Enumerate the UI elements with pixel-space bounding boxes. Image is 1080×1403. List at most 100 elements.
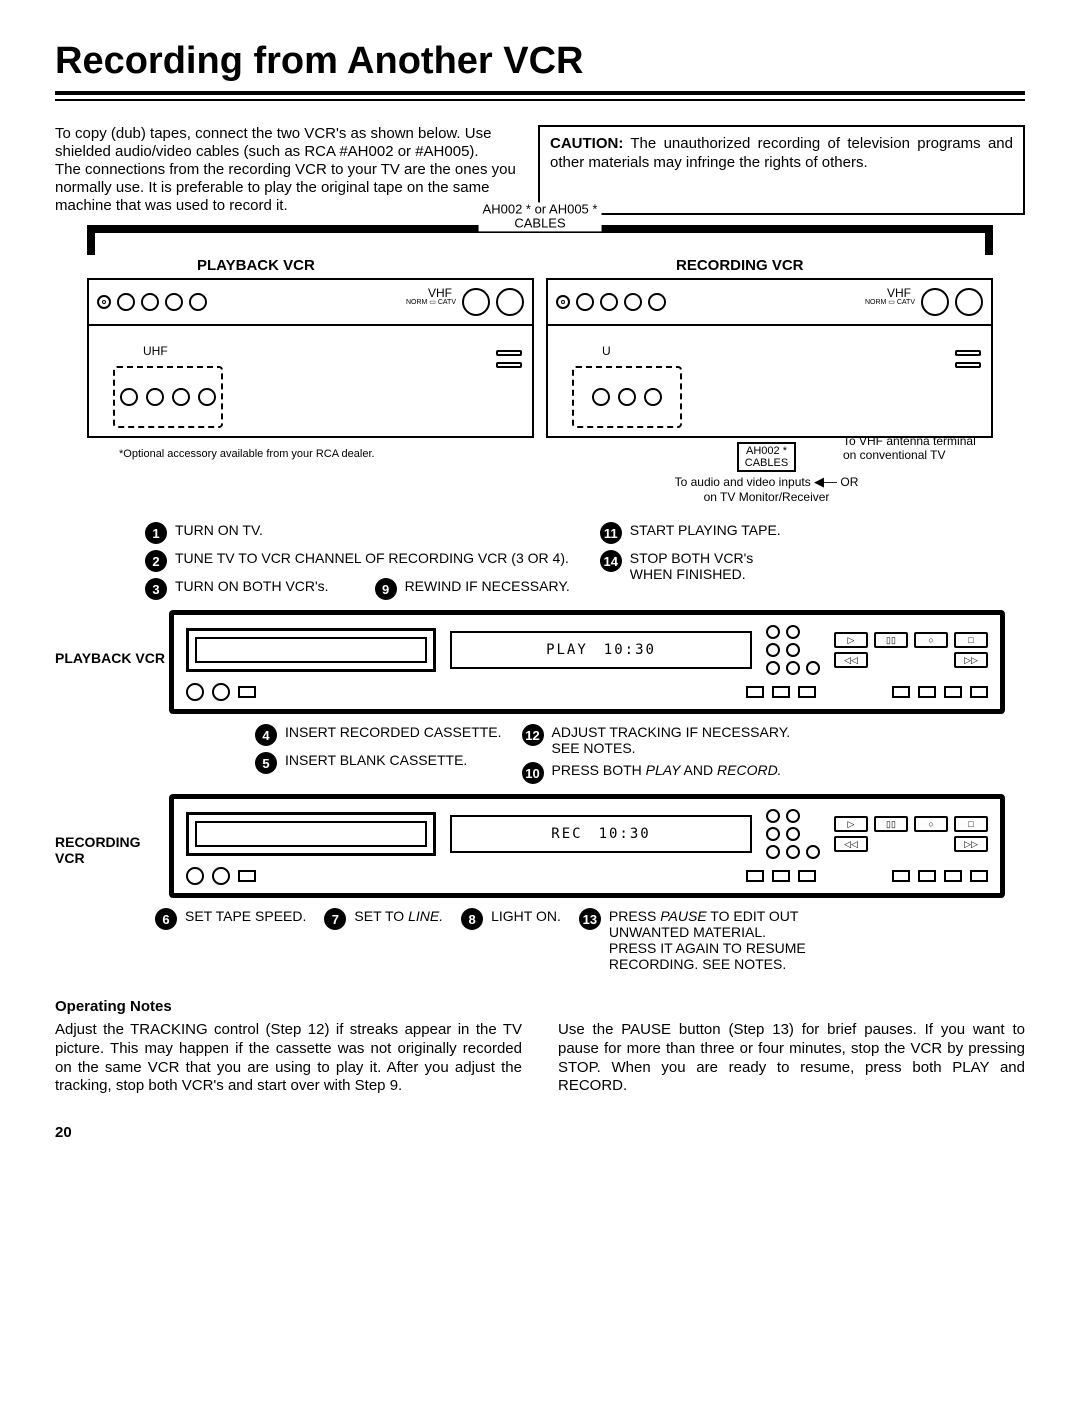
rear-bottom-labels: AH002 * CABLES To VHF antenna terminal o… xyxy=(540,442,993,504)
audio-jack-icon xyxy=(624,293,642,311)
knob-icon xyxy=(786,643,800,657)
screw-icon xyxy=(556,295,570,309)
vhf-out-jack-icon xyxy=(496,288,524,316)
step-badge-5: 5 xyxy=(255,752,277,774)
to-vhf-a: To VHF antenna terminal xyxy=(843,434,976,448)
ah002-text: AH002 * xyxy=(746,445,787,457)
switch-icon xyxy=(746,870,764,882)
recording-side-label: RECORDING VCR xyxy=(55,794,165,866)
transport-buttons: ▷ ▯▯ ○ □ ◁◁ ▷▷ xyxy=(834,632,988,668)
step-12a: ADJUST TRACKING IF NECESSARY. xyxy=(552,724,791,740)
pause-button-icon: ▯▯ xyxy=(874,632,908,648)
intro-p1: To copy (dub) tapes, connect the two VCR… xyxy=(55,125,518,161)
vcr-display: PLAY 10:30 xyxy=(450,631,752,669)
cables-text: CABLES xyxy=(745,457,788,469)
operating-notes: Adjust the TRACKING control (Step 12) if… xyxy=(55,1021,1025,1096)
vent-slots xyxy=(496,350,522,368)
knob-icon xyxy=(766,661,780,675)
screw-icon xyxy=(97,295,111,309)
title-rule xyxy=(55,91,1025,101)
step-12-text: ADJUST TRACKING IF NECESSARY. SEE NOTES. xyxy=(552,724,791,756)
stop-button-icon: □ xyxy=(954,816,988,832)
ah002-callout: AH002 * CABLES xyxy=(737,442,796,472)
cassette-slot xyxy=(186,628,436,672)
step-8-text: LIGHT ON. xyxy=(491,908,561,924)
vhf-label: VHF xyxy=(887,286,911,300)
knob-icon xyxy=(786,625,800,639)
vhf-in-jack-icon xyxy=(921,288,949,316)
bottom-strip xyxy=(186,867,988,885)
step-2-text: TUNE TV TO VCR CHANNEL OF RECORDING VCR … xyxy=(175,550,569,566)
step-9-text: REWIND IF NECESSARY. xyxy=(405,578,570,594)
rear-diagram: AH002 * or AH005 * CABLES PLAYBACK VCR N… xyxy=(87,225,993,504)
step-10a: PRESS BOTH xyxy=(552,762,646,778)
step-13: 13 PRESS PAUSE TO EDIT OUT UNWANTED MATE… xyxy=(579,908,879,972)
step-2: 2TUNE TV TO VCR CHANNEL OF RECORDING VCR… xyxy=(145,550,570,572)
recording-vcr-back: NORM ▭ CATV VHF U xyxy=(546,278,993,438)
page-title: Recording from Another VCR xyxy=(55,40,1025,83)
operating-notes-title: Operating Notes xyxy=(55,998,1025,1015)
notes-right: Use the PAUSE button (Step 13) for brief… xyxy=(558,1021,1025,1096)
inter-steps: 4INSERT RECORDED CASSETTE. 5INSERT BLANK… xyxy=(255,724,1015,784)
knob-icon xyxy=(786,661,800,675)
step-8: 8LIGHT ON. xyxy=(461,908,561,930)
knob-icon xyxy=(786,845,800,859)
step-badge-14: 14 xyxy=(600,550,622,572)
switch-icon xyxy=(970,686,988,698)
recording-rear-panel: RECORDING VCR NORM ▭ CATV VHF U xyxy=(546,255,993,438)
audio-jack-icon xyxy=(600,293,618,311)
power-knob-icon xyxy=(186,683,204,701)
caution-box: CAUTION: The unauthorized recording of t… xyxy=(538,125,1025,215)
recording-front-block: RECORDING VCR REC 10:30 xyxy=(55,794,1005,898)
knob-icon xyxy=(786,827,800,841)
step-10-text: PRESS BOTH PLAY AND RECORD. xyxy=(552,762,782,778)
cables-word: CABLES xyxy=(514,216,565,231)
playback-vcr-back: NORM ▭ CATV VHF UHF xyxy=(87,278,534,438)
step-14: 14 STOP BOTH VCR's WHEN FINISHED. xyxy=(600,550,781,582)
bottom-strip xyxy=(186,683,988,701)
rec-button-icon: ○ xyxy=(914,816,948,832)
rew-button-icon: ◁◁ xyxy=(834,836,868,852)
video-jack-icon xyxy=(648,293,666,311)
step-7-text: SET TO LINE. xyxy=(354,908,443,924)
switch-icon xyxy=(918,870,936,882)
step-14a: STOP BOTH VCR's xyxy=(630,550,754,566)
knob-icon xyxy=(806,845,820,859)
cassette-slot xyxy=(186,812,436,856)
step-3-text: TURN ON BOTH VCR's. xyxy=(175,578,329,594)
step-4: 4INSERT RECORDED CASSETTE. xyxy=(255,724,502,746)
step-11: 11START PLAYING TAPE. xyxy=(600,522,781,544)
step-4-text: INSERT RECORDED CASSETTE. xyxy=(285,724,502,740)
cable-top-label: AH002 * or AH005 * CABLES xyxy=(479,202,602,231)
step-13-pause: PAUSE xyxy=(660,908,706,924)
switch-icon xyxy=(238,870,256,882)
switch-icon xyxy=(772,870,790,882)
to-vhf-label: To VHF antenna terminal on conventional … xyxy=(843,434,1003,462)
vhf-out-jack-icon xyxy=(955,288,983,316)
playback-side-label: PLAYBACK VCR xyxy=(55,610,165,666)
uhf-label: UHF xyxy=(143,344,168,358)
step-badge-10: 10 xyxy=(522,762,544,784)
playback-rear-label: PLAYBACK VCR xyxy=(87,255,534,278)
knob-icon xyxy=(766,625,780,639)
step-12b: SEE NOTES. xyxy=(552,740,636,756)
switch-icon xyxy=(798,870,816,882)
step-14-text: STOP BOTH VCR's WHEN FINISHED. xyxy=(630,550,754,582)
step-1-text: TURN ON TV. xyxy=(175,522,263,538)
step-badge-9: 9 xyxy=(375,578,397,600)
switch-icon xyxy=(238,686,256,698)
display-play: PLAY xyxy=(546,642,588,658)
page-number: 20 xyxy=(55,1124,1025,1141)
knob-icon xyxy=(766,827,780,841)
slot-icon xyxy=(955,362,981,368)
play-button-icon: ▷ xyxy=(834,632,868,648)
step-10-and: AND xyxy=(680,762,717,778)
step-10: 10 PRESS BOTH PLAY AND RECORD. xyxy=(522,762,791,784)
playback-vcr-front: PLAY 10:30 xyxy=(169,610,1005,714)
audio-jack-icon xyxy=(165,293,183,311)
step-6: 6SET TAPE SPEED. xyxy=(155,908,306,930)
to-inputs-b: on TV Monitor/Receiver xyxy=(704,490,830,504)
audio-jack-icon xyxy=(117,293,135,311)
switch-icon xyxy=(944,870,962,882)
step-12: 12 ADJUST TRACKING IF NECESSARY. SEE NOT… xyxy=(522,724,791,756)
